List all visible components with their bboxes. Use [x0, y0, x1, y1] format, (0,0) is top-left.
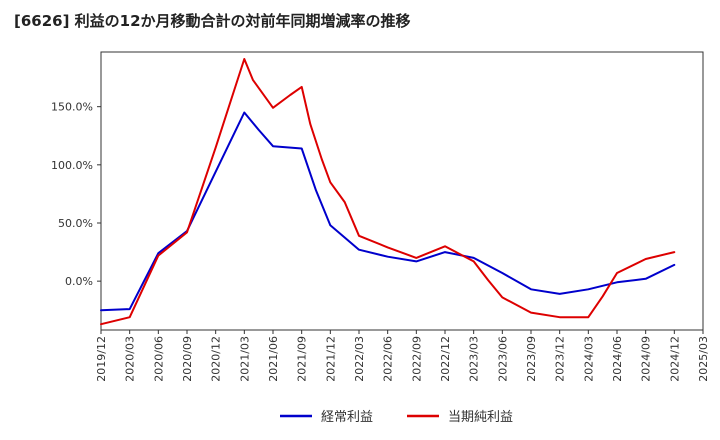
- x-tick-label: 2020/09: [181, 336, 194, 382]
- x-tick-label: 2021/06: [267, 336, 280, 382]
- x-tick-label: 2021/09: [296, 336, 309, 382]
- x-tick-label: 2022/03: [353, 336, 366, 382]
- plot-frame: [100, 51, 704, 331]
- x-tick-label: 2023/12: [554, 336, 567, 382]
- x-tick-label: 2024/03: [582, 336, 595, 382]
- x-tick-label: 2023/03: [468, 336, 481, 382]
- x-tick-label: 2024/06: [611, 336, 624, 382]
- legend-label-1: 経常利益: [321, 410, 373, 425]
- x-tick-label: 2022/06: [382, 336, 395, 382]
- plot-area: [101, 52, 703, 330]
- x-tick-label: 2019/12: [95, 336, 108, 382]
- x-tick-label: 2024/09: [640, 336, 653, 382]
- x-tick-label: 2024/12: [668, 336, 681, 382]
- frame-layer: [100, 51, 704, 331]
- x-tick-label: 2021/12: [324, 336, 337, 382]
- series-line-2: [100, 58, 676, 326]
- y-tick-label: 50.0%: [58, 217, 93, 230]
- series-line-1: [100, 111, 676, 312]
- y-tick-label: 0.0%: [65, 275, 93, 288]
- x-tick-label: 2020/03: [124, 336, 137, 382]
- x-tick-label: 2020/12: [210, 336, 223, 382]
- x-tick-label: 2023/09: [525, 336, 538, 382]
- legend-label-2: 当期純利益: [448, 410, 513, 425]
- x-tick-label: 2025/03: [697, 336, 710, 382]
- x-tick-label: 2022/12: [439, 336, 452, 382]
- x-tick-label: 2021/03: [238, 336, 251, 382]
- x-tick-label: 2023/06: [496, 336, 509, 382]
- legend: 経常利益 当期純利益: [280, 410, 513, 425]
- x-tick-label: 2022/09: [410, 336, 423, 382]
- chart-title: [6626] 利益の12か月移動合計の対前年同期増減率の推移: [14, 12, 411, 30]
- series-layer: [100, 58, 676, 326]
- axis-layer: 0.0% 50.0% 100.0% 150.0% 2019/12 2020/03 2020/…: [51, 101, 710, 382]
- x-tick-label: 2020/06: [152, 336, 165, 382]
- y-tick-label: 100.0%: [51, 159, 93, 172]
- y-tick-label: 150.0%: [51, 101, 93, 114]
